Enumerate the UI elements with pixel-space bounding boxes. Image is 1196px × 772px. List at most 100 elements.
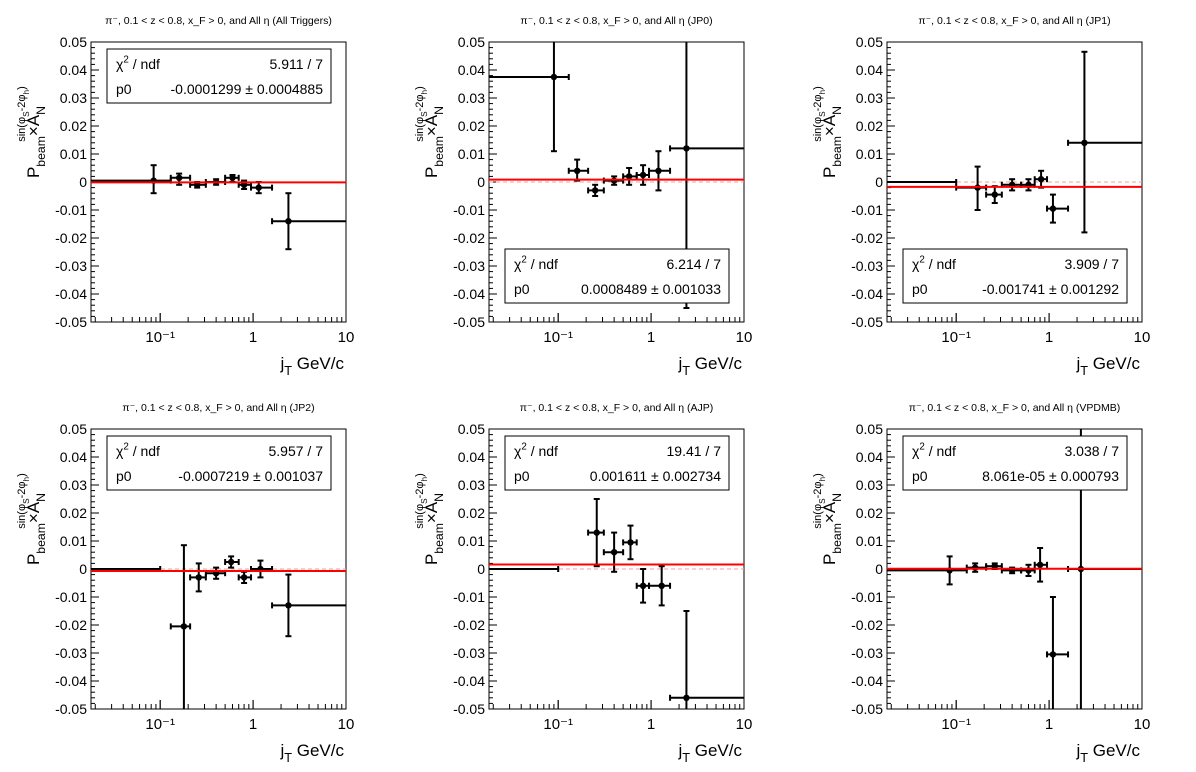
x-tick-label: 10⁻¹ — [543, 716, 573, 733]
data-marker — [1036, 561, 1044, 568]
chart-title: π⁻, 0.1 < z < 0.8, x_F > 0, and All η (J… — [520, 15, 712, 27]
y-tick-label: -0.02 — [453, 617, 485, 633]
y-tick-label: 0.05 — [60, 421, 87, 437]
p0-value: 0.0008489 ± 0.001033 — [581, 281, 721, 297]
data-marker — [285, 218, 292, 225]
y-tick-label: -0.03 — [453, 645, 485, 661]
y-axis-label-sup: sin(φS-2φh) — [812, 473, 827, 529]
data-marker — [639, 171, 647, 179]
chart-panel-ajp: π⁻, 0.1 < z < 0.8, x_F > 0, and All η (A… — [414, 402, 752, 765]
data-point — [587, 498, 605, 568]
y-axis-label-main: Pbeam×AN — [820, 106, 844, 178]
y-tick-label: -0.03 — [851, 258, 883, 274]
x-tick-label: 10 — [338, 716, 355, 733]
y-axis-label-main: Pbeam×AN — [422, 493, 446, 565]
y-tick-label: 0.01 — [458, 533, 485, 549]
y-tick-label: -0.05 — [851, 314, 883, 330]
y-tick-label: 0.02 — [458, 118, 485, 134]
data-marker — [683, 145, 690, 152]
y-tick-label: -0.01 — [453, 202, 485, 218]
data-point — [635, 568, 651, 604]
data-point — [1033, 169, 1049, 189]
data-marker — [240, 574, 248, 581]
y-tick-label: 0.02 — [60, 118, 87, 134]
data-marker — [229, 174, 236, 181]
chi2-value: 5.957 / 7 — [269, 443, 324, 459]
data-marker — [639, 582, 647, 589]
data-point — [955, 165, 988, 211]
data-point — [224, 174, 240, 183]
x-tick-label: 10 — [1134, 329, 1151, 346]
y-tick-label: -0.05 — [55, 314, 87, 330]
y-tick-label: -0.03 — [851, 645, 883, 661]
y-axis-label-sup: sin(φS-2φh) — [414, 473, 429, 529]
x-tick-label: 1 — [249, 329, 257, 346]
p0-value: 8.061e-05 ± 0.000793 — [982, 468, 1119, 484]
chart-title: π⁻, 0.1 < z < 0.8, x_F > 0, and All η (J… — [122, 402, 314, 414]
y-tick-label: 0.02 — [458, 505, 485, 521]
data-point — [169, 544, 192, 709]
data-marker — [180, 623, 188, 630]
data-point — [489, 566, 560, 572]
stats-box-frame — [504, 248, 730, 304]
stats-box-frame — [106, 435, 332, 491]
data-point — [250, 559, 274, 579]
x-tick-label: 10 — [736, 329, 753, 346]
y-tick-label: 0.01 — [856, 146, 883, 162]
y-tick-label: 0 — [477, 561, 485, 577]
y-tick-label: 0.04 — [458, 449, 485, 465]
p0-label: p0 — [912, 281, 928, 297]
fit-stats-box: χ2 / ndf 5.957 / 7 p0 -0.0007219 ± 0.001037 — [106, 435, 332, 491]
y-axis-label-main: Pbeam×AN — [422, 106, 446, 178]
y-tick-label: -0.01 — [55, 202, 87, 218]
x-tick-label: 10⁻¹ — [941, 329, 971, 346]
fit-stats-box: χ2 / ndf 19.41 / 7 p0 0.001611 ± 0.002734 — [504, 435, 730, 491]
y-tick-label: 0.03 — [60, 90, 87, 106]
stats-box-frame — [902, 248, 1128, 304]
chart-panel-all-triggers: π⁻, 0.1 < z < 0.8, x_F > 0, and All η (A… — [16, 15, 354, 378]
data-marker — [610, 549, 618, 556]
x-tick-label: 10 — [1134, 716, 1151, 733]
y-tick-label: 0 — [477, 174, 485, 190]
x-axis-label: jT GeV/c — [279, 741, 344, 765]
x-axis-label: jT GeV/c — [677, 354, 742, 378]
p0-label: p0 — [116, 81, 132, 97]
stats-box-frame — [504, 435, 730, 491]
data-point — [1020, 178, 1036, 192]
chi2-label: χ2 / ndf — [912, 255, 956, 272]
y-axis-label-main: Pbeam×AN — [24, 106, 48, 178]
data-point — [1033, 547, 1049, 583]
data-marker — [971, 564, 979, 571]
data-marker — [655, 167, 662, 174]
data-point — [622, 524, 638, 561]
x-tick-label: 1 — [1045, 716, 1053, 733]
y-tick-label: 0.04 — [458, 62, 485, 78]
data-marker — [991, 191, 998, 198]
y-tick-label: -0.04 — [453, 286, 485, 302]
chi2-label: χ2 / ndf — [514, 255, 558, 272]
data-point — [1067, 50, 1142, 234]
y-tick-label: 0.03 — [856, 477, 883, 493]
y-tick-label: -0.04 — [851, 673, 883, 689]
y-axis-label-sup: sin(φS-2φh) — [414, 86, 429, 142]
y-tick-label: -0.01 — [453, 589, 485, 605]
data-marker — [573, 167, 581, 174]
y-tick-label: 0 — [79, 174, 87, 190]
fit-stats-box: χ2 / ndf 6.214 / 7 p0 0.0008489 ± 0.001033 — [504, 248, 730, 304]
y-axis-label-main: Pbeam×AN — [820, 493, 844, 565]
chart-panel-vpdmb: π⁻, 0.1 < z < 0.8, x_F > 0, and All η (V… — [812, 402, 1150, 765]
data-point — [1046, 193, 1070, 224]
y-tick-label: -0.02 — [55, 230, 87, 246]
y-tick-label: -0.02 — [851, 617, 883, 633]
y-tick-label: 0.05 — [458, 421, 485, 437]
chart-title: π⁻, 0.1 < z < 0.8, x_F > 0, and All η (V… — [909, 402, 1121, 414]
y-tick-label: -0.05 — [55, 701, 87, 717]
chart-title: π⁻, 0.1 < z < 0.8, x_F > 0, and All η (J… — [918, 15, 1110, 27]
fit-stats-box: χ2 / ndf 3.909 / 7 p0 -0.001741 ± 0.001292 — [902, 248, 1128, 304]
y-tick-label: 0.05 — [60, 34, 87, 50]
data-marker — [255, 184, 262, 191]
data-marker — [591, 187, 599, 194]
data-marker — [683, 694, 690, 701]
data-point — [567, 158, 590, 182]
